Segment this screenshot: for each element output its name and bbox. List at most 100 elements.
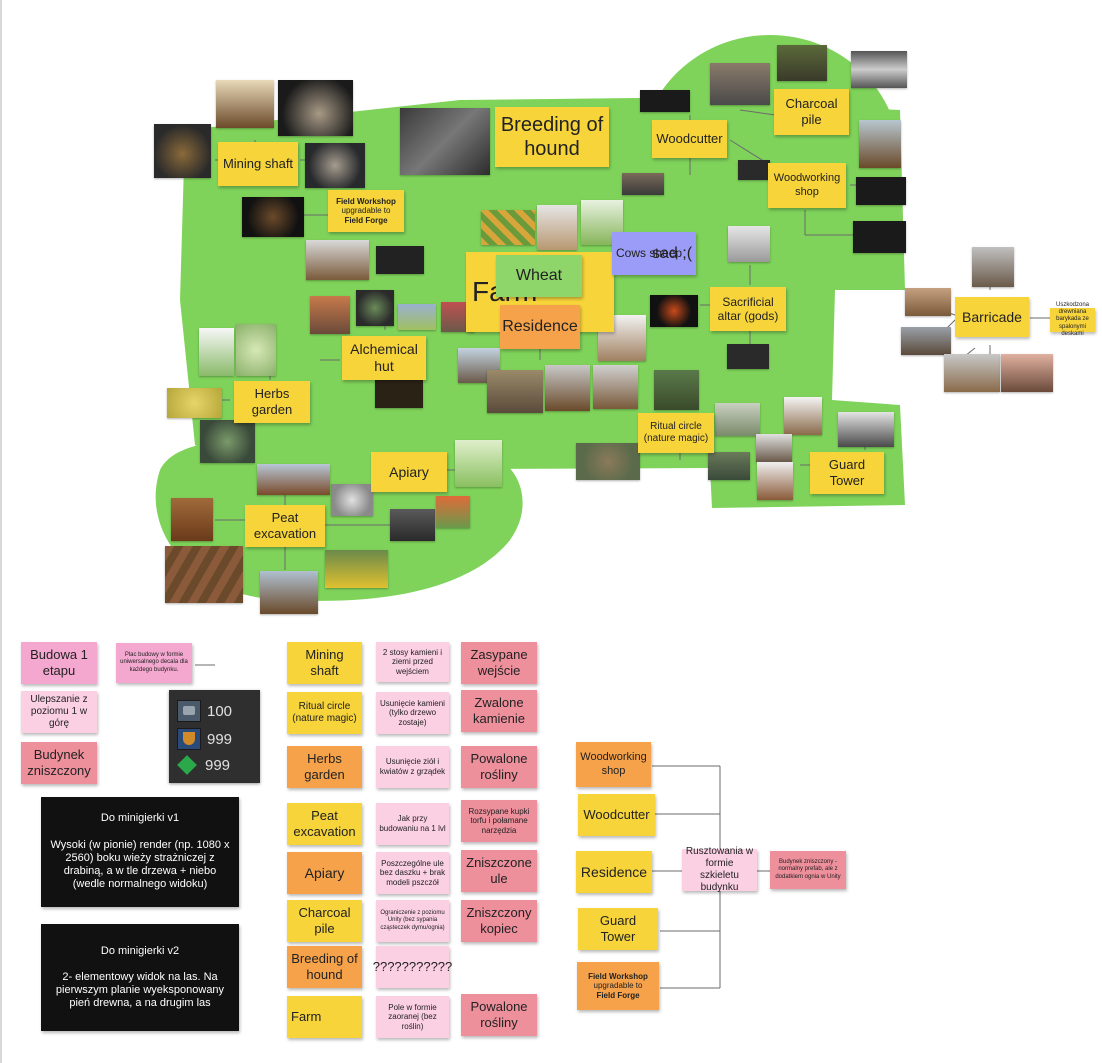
thatched-house-thumbnail [487,370,543,413]
altar-thumbnail [728,226,770,262]
stone-resource-icon [177,700,201,722]
mine-thumbnail [216,80,274,128]
note-herbs-garden[interactable]: Herbs garden [234,381,310,423]
scaffold-guard-tower[interactable]: Guard Tower [578,908,658,950]
table-row-2-destroyed[interactable]: Zwalone kamienie [461,690,537,732]
herbs-app-thumbnail [199,328,234,376]
beehives-thumbnail [436,496,470,528]
table-row-4-name[interactable]: Peat excavation [287,803,362,845]
note-wheat[interactable]: Wheat [496,255,582,297]
tower-small-thumbnail [756,434,792,462]
table-row-8-destroyed[interactable]: Powalone rośliny [461,994,537,1036]
resource-row-emerald: 999 [177,755,230,775]
table-row-7-upgrade[interactable]: ??????????? [373,946,452,988]
note-peat-excavation[interactable]: Peat excavation [245,505,325,547]
note-barricade-detail[interactable]: Uszkodzona drewniana barykada ze spalony… [1050,302,1095,337]
table-row-5-upgrade[interactable]: Poszczególne ule bez daszku + brak model… [376,852,449,894]
note-minigame-v1[interactable]: Do minigierki v1 Wysoki (w pionie) rende… [41,797,239,907]
timber-pile-thumbnail [859,120,901,168]
fence-thumbnail [905,288,951,316]
table-row-2-upgrade[interactable]: Usunięcie kamieni (tylko drzewo zostaje) [376,692,449,734]
alchemy-dark-thumbnail [375,380,423,408]
alchemy-tile-thumbnail [398,304,436,330]
scaffold-fw-mid: upgradable to [593,981,643,991]
note-ritual-circle[interactable]: Ritual circle (nature magic) [638,413,714,453]
altar-fire-thumbnail [650,295,698,327]
wood-house-thumbnail [593,365,638,409]
table-row-8-name[interactable]: Farm [287,996,362,1038]
forge-dark-thumbnail [376,246,424,274]
table-row-1-upgrade[interactable]: 2 stosy kamieni i ziemi przed wejściem [376,642,449,682]
legend-budowa-note[interactable]: Plac budowy w formie uniwersalnego decal… [116,643,192,683]
alchemy-hut-thumbnail [356,290,394,326]
scaffold-destroyed-note[interactable]: Budynek zniszczony - normalny prefab, al… [770,851,846,889]
scaffold-fw-title: Field Workshop [588,971,648,981]
legend-budowa[interactable]: Budowa 1 etapu [21,642,97,684]
shield-resource-icon [177,728,201,750]
scaffold-fw-end: Field Forge [596,990,640,1000]
table-row-3-upgrade[interactable]: Usunięcie ziół i kwiatów z grządek [376,746,449,788]
windmill-thumbnail [537,205,577,250]
herbs-map-thumbnail [236,324,276,376]
field-workshop-title: Field Workshop [336,196,396,206]
note-sacrificial-altar[interactable]: Sacrificial altar (gods) [710,287,786,331]
table-row-1-name[interactable]: Mining shaft [287,642,362,684]
table-row-1-destroyed[interactable]: Zasypane wejście [461,642,537,684]
note-breeding-of-hound[interactable]: Breeding of hound [495,107,609,167]
note-barricade[interactable]: Barricade [955,297,1029,337]
scaffold-woodworking-shop[interactable]: Woodworking shop [576,742,651,787]
table-row-6-destroyed[interactable]: Zniszczony kopiec [461,900,537,942]
fence-gate-thumbnail [1001,354,1053,392]
apiary-thumbnail [455,440,502,487]
workshop-small-thumbnail [738,160,770,180]
crops-thumbnail [481,210,535,245]
note-residence[interactable]: Residence [500,305,580,349]
note-alchemical-hut[interactable]: Alchemical hut [342,336,426,380]
field-workshop-thumbnail [242,197,304,237]
note-cows-sheep[interactable]: Cows sheep [612,232,696,275]
table-row-3-name[interactable]: Herbs garden [287,746,362,788]
note-woodcutter[interactable]: Woodcutter [652,120,727,158]
table-row-5-destroyed[interactable]: Zniszczone ule [461,850,537,892]
table-row-2-name[interactable]: Ritual circle (nature magic) [287,692,362,734]
peat-bog-thumbnail [325,550,388,588]
mine-render-thumbnail [278,80,353,136]
watchtower-thumbnail [784,397,822,435]
field-workshop-end: Field Forge [344,215,388,225]
log-cabin-thumbnail [545,365,590,411]
scaffold-field-workshop[interactable]: Field Workshop upgradable to Field Forge [577,962,659,1010]
table-row-6-name[interactable]: Charcoal pile [287,900,362,942]
note-sad-label: sad ;( [652,245,693,262]
table-row-5-name[interactable]: Apiary [287,852,362,894]
note-minigame-v2[interactable]: Do minigierki v2 2- elementowy widok na … [41,924,239,1031]
table-row-7-name[interactable]: Breeding of hound [287,946,362,988]
legend-zniszczony[interactable]: Budynek zniszczony [21,742,97,784]
note-guard-tower[interactable]: Guard Tower [810,452,884,494]
note-mining-shaft[interactable]: Mining shaft [218,142,298,186]
ladder-thumbnail [972,247,1014,287]
peat-aerial-thumbnail [165,546,243,603]
scaffold-woodcutter[interactable]: Woodcutter [578,794,655,836]
forest-kiln-thumbnail [777,45,827,81]
note-charcoal-pile[interactable]: Charcoal pile [774,89,849,135]
table-row-4-upgrade[interactable]: Jak przy budowaniu na 1 lvl [376,803,449,845]
palisade-thumbnail [901,327,951,355]
ritual-ring-thumbnail [576,443,640,480]
tower-designs-thumbnail [838,412,894,447]
table-row-8-upgrade[interactable]: Pole w formie zaoranej (bez roślin) [376,996,449,1038]
resource-value-shield: 999 [207,730,233,748]
note-field-workshop[interactable]: Field Workshop upgradable to Field Forge [328,190,404,232]
table-row-6-upgrade[interactable]: Ograniczenie z poziomu Unity (bez sypani… [376,900,449,942]
scaffold-residence[interactable]: Residence [576,851,652,893]
table-row-4-destroyed[interactable]: Rozsypane kupki torfu i połamane narzędz… [461,800,537,842]
table-row-3-destroyed[interactable]: Powalone rośliny [461,746,537,788]
scaffold-center[interactable]: Rusztowania w formie szkieletu budynku [682,846,757,893]
barricade-thumbnail [944,354,1000,392]
saw-thumbnail [851,51,907,88]
note-woodworking-shop[interactable]: Woodworking shop [768,163,846,208]
woodcutter-dark-thumbnail [640,90,690,112]
legend-ulepszanie[interactable]: Ulepszanie z poziomu 1 w górę [21,691,97,733]
note-apiary[interactable]: Apiary [371,452,447,492]
herbs-garden-thumbnail [167,388,222,418]
